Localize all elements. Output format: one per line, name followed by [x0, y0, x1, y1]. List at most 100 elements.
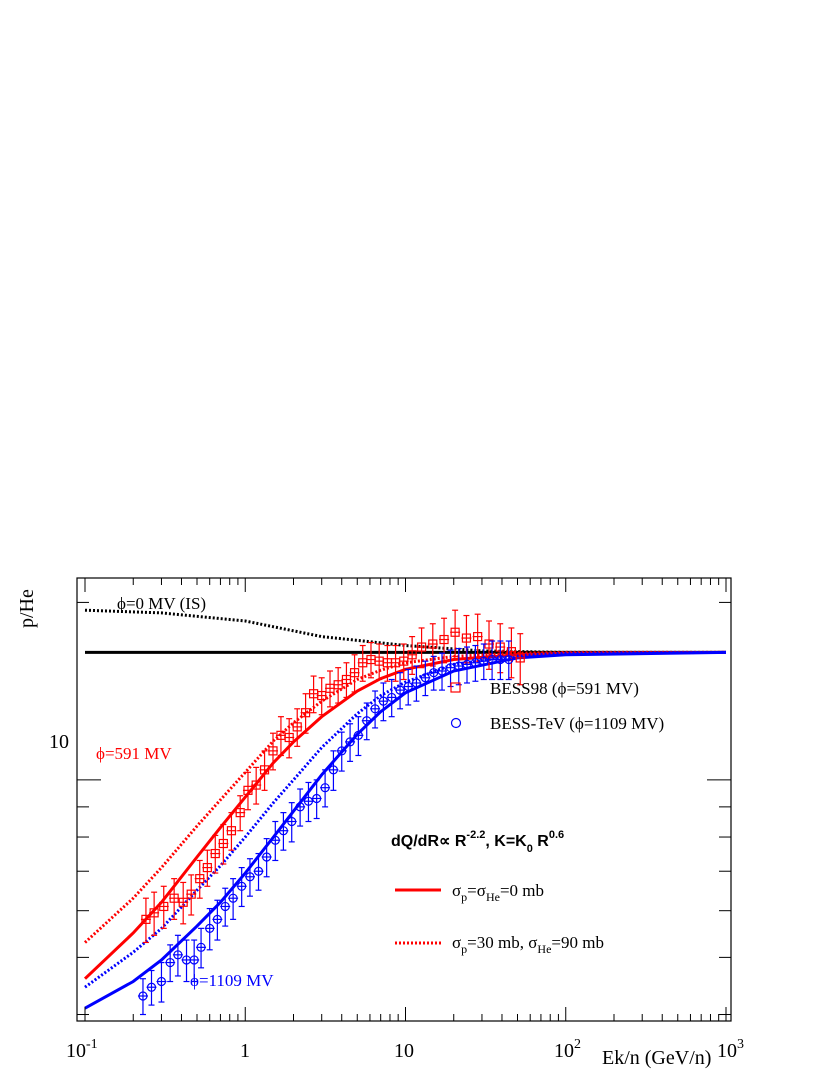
circle-marker — [138, 991, 148, 1001]
x-tick-label-1: 1 — [240, 1040, 250, 1062]
x-tick-label-2: 10 — [394, 1040, 414, 1062]
x-tick-labels: 10-1 1 10 102 103 — [66, 1037, 744, 1062]
square-marker — [186, 889, 196, 899]
besstev-point-19 — [295, 788, 306, 827]
circle-marker — [262, 852, 272, 862]
circle-marker — [303, 796, 314, 806]
besstev-point-30 — [386, 678, 397, 718]
square-marker — [292, 722, 302, 732]
besstev-point-42 — [487, 640, 498, 681]
bess98-point-29 — [382, 644, 393, 682]
besstev-point-26 — [353, 716, 364, 757]
circle-marker — [437, 666, 447, 676]
besstev-point-37 — [445, 649, 456, 688]
x-axis-label: Ek/n (GeV/n) — [602, 1047, 711, 1069]
square-marker — [243, 785, 253, 795]
bess98-point-3 — [169, 878, 180, 920]
square-marker — [461, 633, 472, 643]
circle-marker — [287, 816, 297, 827]
circle-marker — [403, 681, 413, 692]
circle-marker — [220, 901, 230, 912]
bess98-point-13 — [251, 766, 262, 805]
circle-marker — [189, 955, 199, 965]
bess98-point-1 — [149, 891, 160, 936]
bess98-point-7 — [202, 849, 213, 887]
besstev-point-11 — [228, 878, 239, 920]
square-marker — [218, 838, 228, 849]
besstev-point-12 — [236, 866, 247, 908]
square-marker — [439, 634, 449, 645]
besstev-point-27 — [361, 702, 372, 741]
bess98-point-21 — [316, 677, 327, 716]
legend-entry-sigma30: σp=30 mb, σHe=90 mb — [452, 933, 604, 956]
curve-7 — [84, 650, 727, 989]
bess98-point-19 — [300, 693, 311, 734]
besstev-point-38 — [453, 647, 464, 686]
circle-marker — [245, 872, 255, 882]
circle-marker — [362, 716, 372, 726]
annotation-is: ϕ=0 MV (IS) — [117, 594, 206, 613]
bess98-point-26 — [357, 644, 368, 682]
square-marker — [210, 848, 220, 859]
bess98-point-33 — [416, 627, 427, 669]
bess98-point-10 — [226, 812, 237, 851]
besstev-point-3 — [165, 944, 176, 983]
besstev-point-31 — [395, 672, 406, 710]
y-axis-label: p/He — [16, 589, 38, 628]
circle-marker — [370, 704, 380, 714]
bess98-point-24 — [341, 662, 352, 699]
besstev-point-39 — [462, 646, 473, 684]
besstev-point-43 — [495, 640, 506, 681]
besstev-point-34 — [420, 660, 431, 697]
axis-ticks — [77, 578, 731, 1021]
besstev-point-4 — [172, 934, 183, 977]
circle-marker — [337, 746, 347, 756]
circle-marker — [504, 654, 514, 665]
square-marker — [284, 732, 294, 743]
besstev-point-20 — [303, 781, 314, 823]
besstev-point-7 — [196, 927, 207, 969]
square-marker — [515, 653, 525, 663]
square-marker — [202, 862, 212, 873]
circle-marker — [205, 923, 215, 933]
bess98-point-23 — [333, 667, 344, 704]
besstev-point-1 — [146, 969, 157, 1006]
square-marker — [416, 642, 427, 652]
square-marker — [268, 746, 278, 756]
besstev-point-36 — [437, 652, 448, 691]
besstev-point-16 — [270, 820, 281, 862]
besstev-point-33 — [411, 665, 422, 702]
square-marker — [317, 690, 327, 701]
square-marker — [141, 914, 151, 924]
square-marker — [159, 901, 169, 912]
circle-marker — [429, 668, 439, 678]
legend-square-marker — [450, 682, 461, 693]
besstev-point-25 — [345, 723, 356, 762]
circle-marker — [212, 914, 222, 924]
bess98-point-41 — [506, 627, 517, 679]
circle-marker — [328, 765, 339, 775]
circle-marker — [196, 942, 206, 952]
square-marker — [506, 647, 517, 657]
bess98-point-15 — [268, 732, 279, 771]
bess98-point-20 — [308, 675, 319, 714]
square-marker — [195, 874, 205, 884]
bess98-point-34 — [427, 623, 438, 667]
legend-circle-marker — [450, 717, 462, 729]
square-marker — [399, 656, 409, 666]
besstev-point-0 — [137, 978, 148, 1016]
legend-bottom: σp=σHe=0 mb σp=30 mb, σHe=90 mb — [395, 881, 604, 956]
besstev-point-24 — [336, 731, 347, 772]
besstev-point-2 — [156, 961, 167, 1003]
besstev-point-8 — [204, 907, 215, 951]
besstev-point-32 — [403, 668, 414, 706]
square-marker — [333, 680, 343, 690]
bess98-point-9 — [218, 823, 229, 865]
bess98-point-4 — [178, 881, 189, 925]
circle-marker — [237, 881, 247, 891]
square-marker — [169, 893, 179, 903]
circle-marker — [395, 685, 405, 695]
x-tick-label-0: 10-1 — [66, 1037, 98, 1062]
curve-5 — [83, 650, 726, 944]
bess98-point-28 — [374, 643, 385, 681]
